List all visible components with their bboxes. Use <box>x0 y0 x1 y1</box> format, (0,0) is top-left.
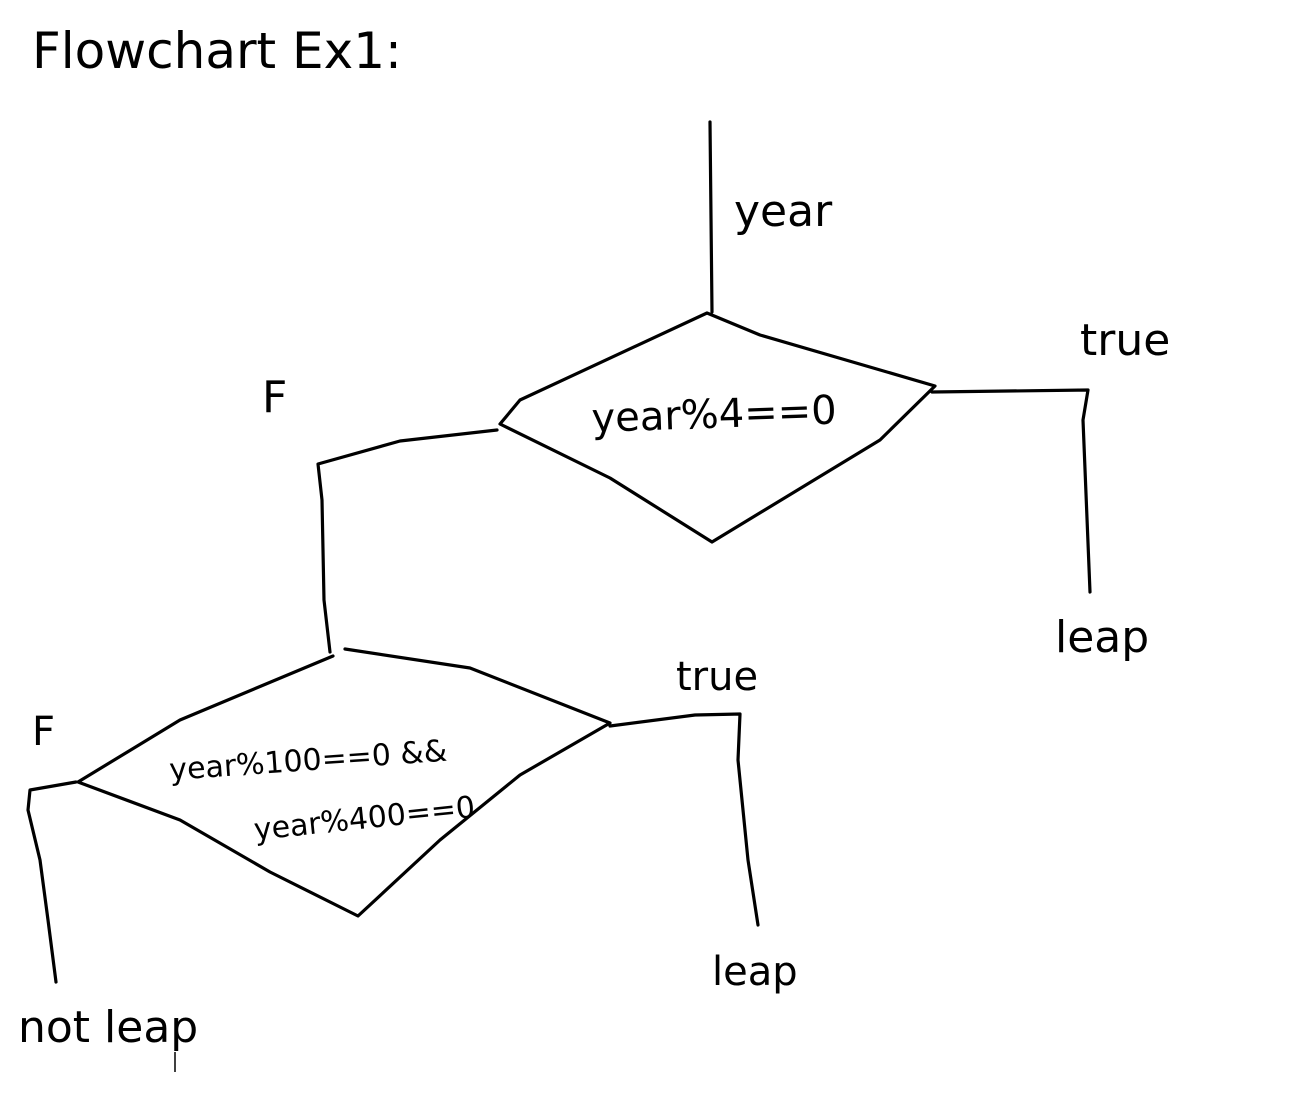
decision1-diamond <box>498 311 937 544</box>
decision1-true-result: leap <box>1055 612 1149 663</box>
decision2-true-label: true <box>676 654 758 700</box>
flowchart-title: Flowchart Ex1: <box>32 22 402 80</box>
decision1-false-line <box>316 428 499 654</box>
decision1-true-line <box>930 388 1092 594</box>
input-arrow-line <box>708 120 714 314</box>
decision2-false-line <box>26 780 78 984</box>
input-label: year <box>734 186 833 237</box>
decision2-false-result: not leap <box>18 1002 198 1053</box>
decision2-diamond <box>76 647 612 918</box>
decision1-true-label: true <box>1080 315 1170 366</box>
decision2-true-result: leap <box>712 949 798 995</box>
decision1-false-label: F <box>262 372 287 423</box>
decision2-false-label: F <box>32 709 55 755</box>
decision2-condition-line1: year%100==0 && <box>168 734 448 788</box>
decision2-true-line <box>608 712 760 927</box>
decision1-condition: year%4==0 <box>591 387 838 442</box>
